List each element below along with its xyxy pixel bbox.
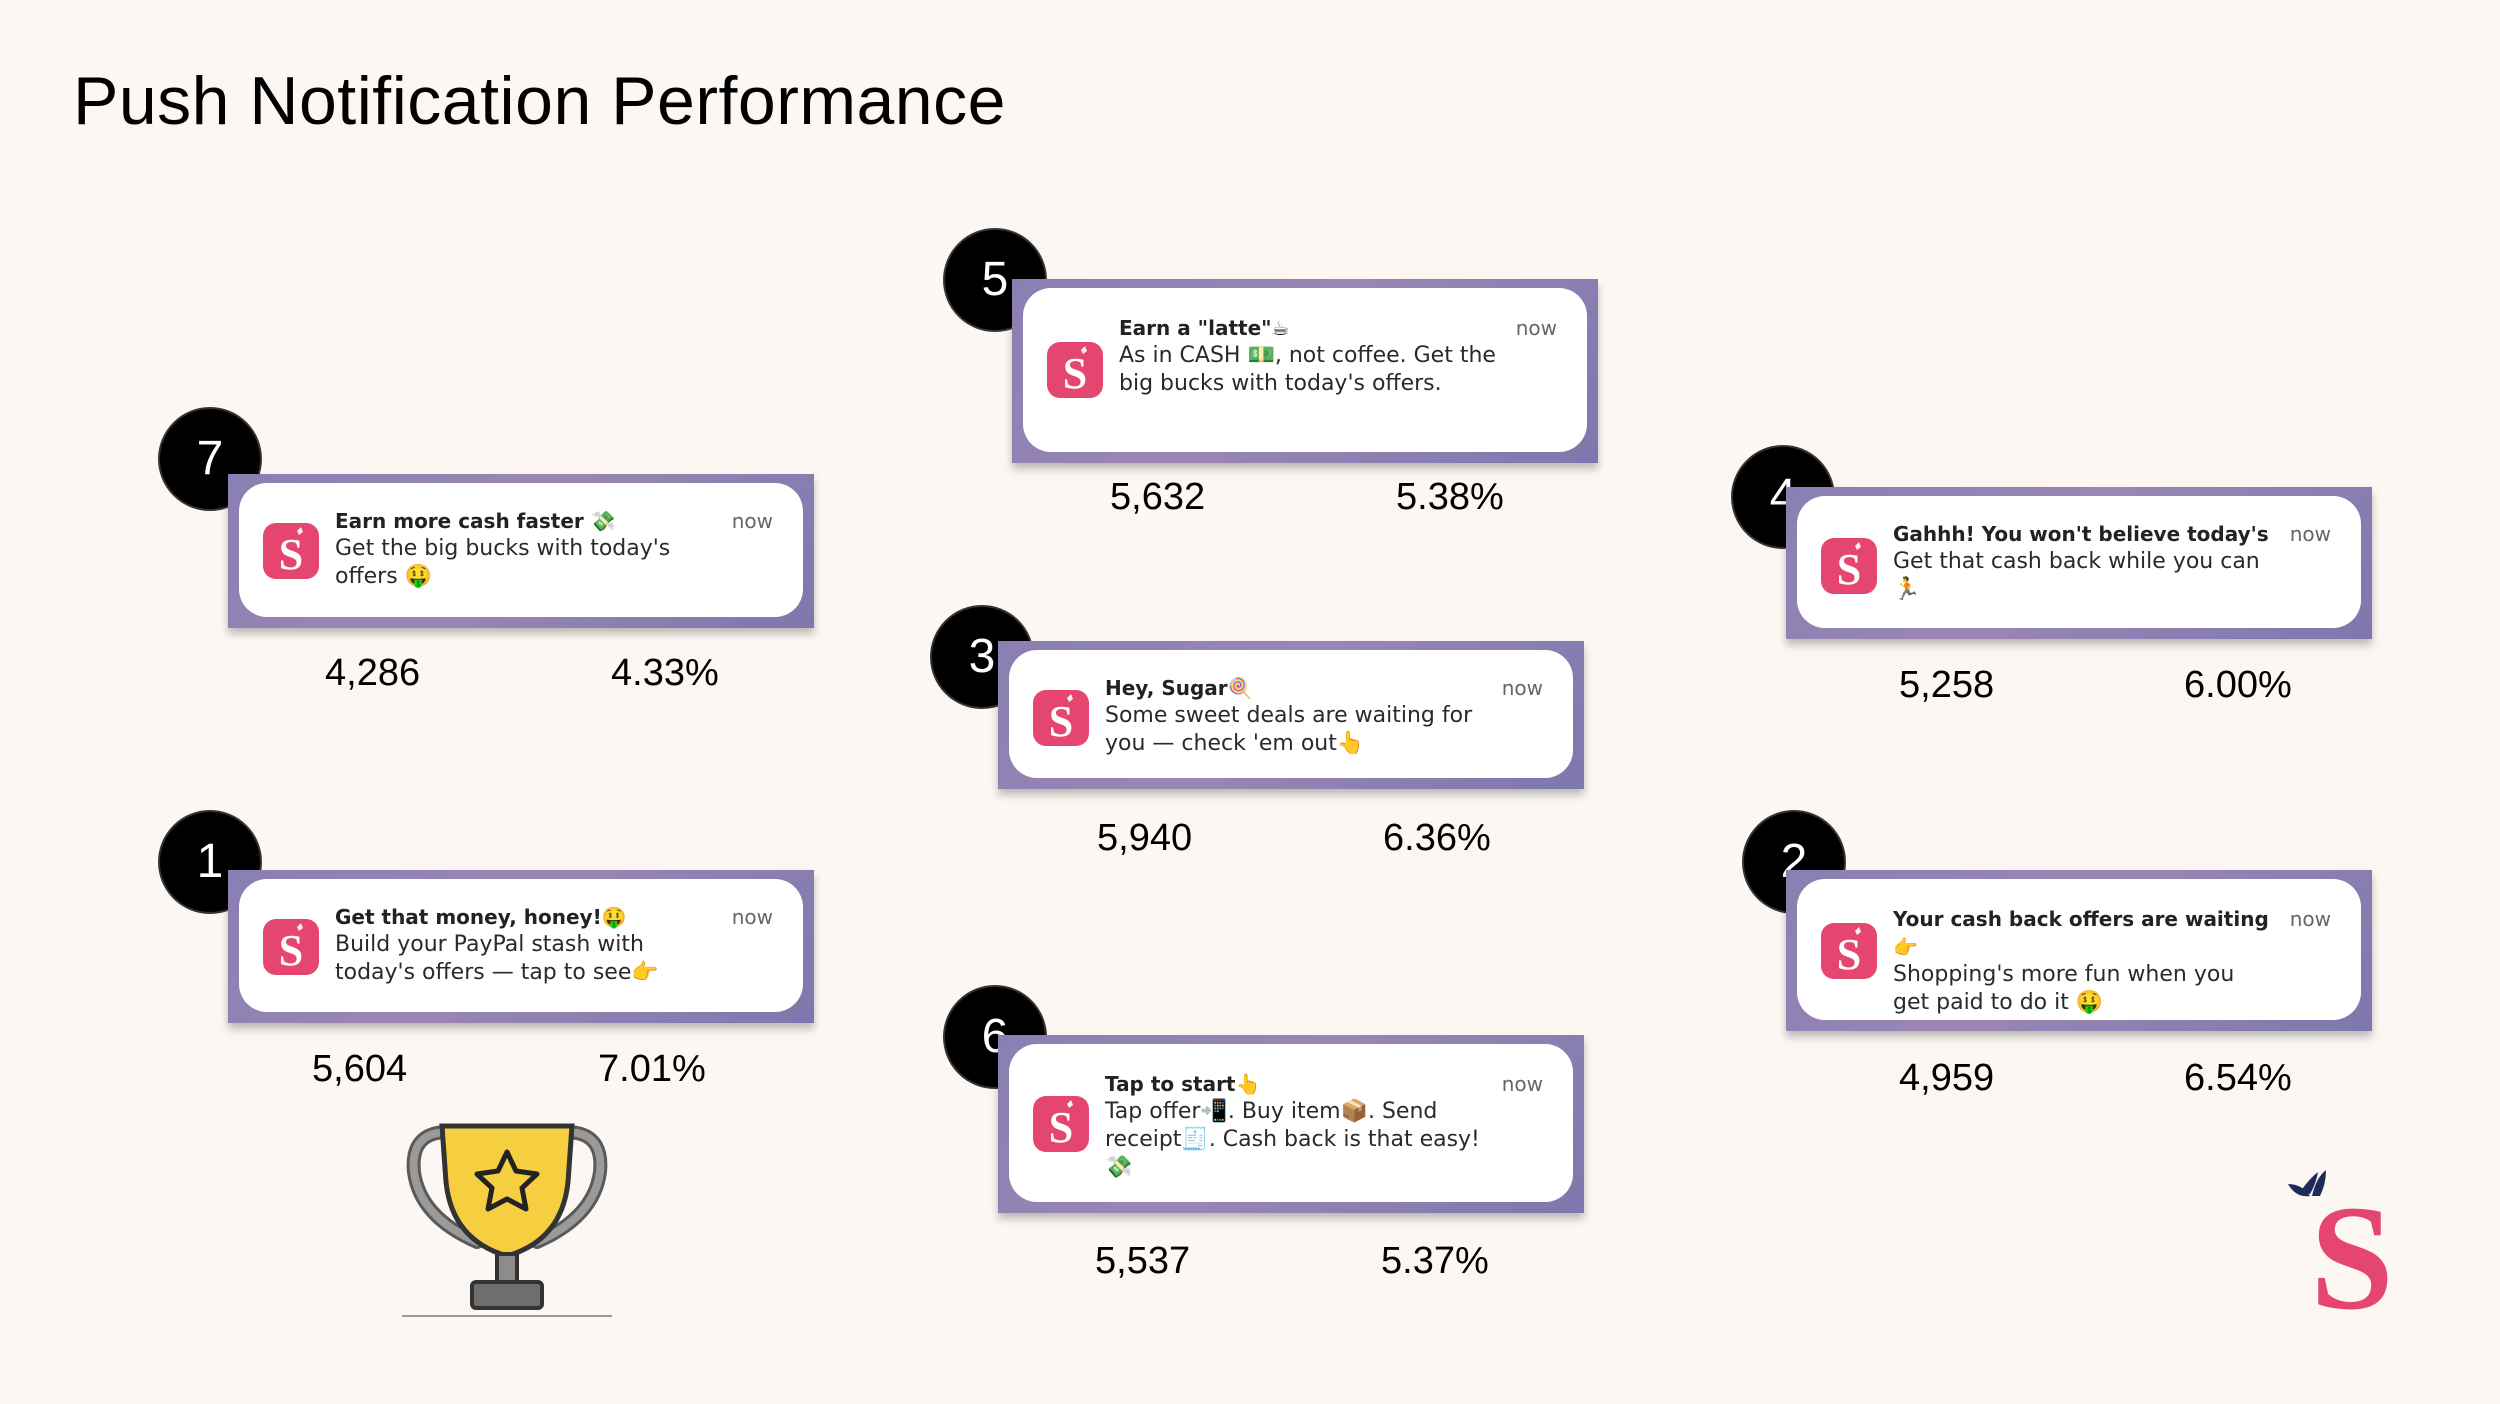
notification-time: now <box>2289 522 2331 546</box>
notification-title: Gahhh! You won't believe today's d... <box>1893 522 2271 546</box>
notification-title: Hey, Sugar🍭 <box>1105 676 1253 700</box>
notification-title: Your cash back offers are waiting👉 <box>1893 907 2269 959</box>
notification-title: Earn a "latte"☕ <box>1119 316 1290 340</box>
click-rate-5: 5.38% <box>1396 476 1504 518</box>
sends-count-5: 5,632 <box>1110 476 1206 518</box>
notification-card-4: S Gahhh! You won't believe today's d... … <box>1786 487 2372 639</box>
app-icon: S <box>263 919 319 975</box>
notification-card-3: S Hey, Sugar🍭 Some sweet deals are waiti… <box>998 641 1584 789</box>
page-title: Push Notification Performance <box>73 63 1006 139</box>
svg-text:S: S <box>279 530 303 579</box>
notification-body: Tap offer📲. Buy item📦. Send receipt🧾. Ca… <box>1105 1099 1480 1180</box>
sends-count-4: 5,258 <box>1899 664 1995 706</box>
app-icon: S <box>263 523 319 579</box>
click-rate-1: 7.01% <box>598 1048 706 1090</box>
svg-text:S: S <box>1837 545 1861 594</box>
svg-text:S: S <box>2310 1175 2393 1312</box>
rank-badge-7: 7 <box>158 407 262 511</box>
notification-card-6: S Tap to start👆 Tap offer📲. Buy item📦. S… <box>998 1035 1584 1213</box>
notification-card-1: S Get that money, honey!🤑 Build your Pay… <box>228 870 814 1023</box>
notification-time: now <box>2289 907 2331 931</box>
sends-count-6: 5,537 <box>1095 1240 1191 1282</box>
svg-text:S: S <box>279 926 303 975</box>
notification-card-2: S Your cash back offers are waiting👉 Sho… <box>1786 870 2372 1031</box>
click-rate-7: 4.33% <box>611 652 719 694</box>
notification-time: now <box>731 509 773 533</box>
notification-body: Get that cash back while you can 🏃 <box>1893 549 2260 602</box>
rank-badge-3: 3 <box>930 605 1034 709</box>
notification-time: now <box>731 905 773 929</box>
notification-card-7: S Earn more cash faster 💸 Get the big bu… <box>228 474 814 628</box>
click-rate-4: 6.00% <box>2184 664 2292 706</box>
notification-body: Build your PayPal stash with today's off… <box>335 932 659 985</box>
click-rate-2: 6.54% <box>2184 1057 2292 1099</box>
app-icon: S <box>1033 1096 1089 1152</box>
app-icon: S <box>1821 538 1877 594</box>
notification-body: As in CASH 💵, not coffee. Get the big bu… <box>1119 343 1496 396</box>
app-icon: S <box>1033 690 1089 746</box>
notification-title: Earn more cash faster 💸 <box>335 509 616 533</box>
notification-time: now <box>1501 676 1543 700</box>
svg-text:S: S <box>1049 1103 1073 1152</box>
app-icon: S <box>1047 342 1103 398</box>
notification-body: Shopping's more fun when you get paid to… <box>1893 962 2235 1015</box>
svg-text:S: S <box>1049 697 1073 746</box>
notification-body: Get the big bucks with today's offers 🤑 <box>335 536 671 589</box>
trophy-icon <box>402 1122 612 1318</box>
sends-count-7: 4,286 <box>325 652 421 694</box>
app-icon: S <box>1821 923 1877 979</box>
notification-card-5: S Earn a "latte"☕ As in CASH 💵, not coff… <box>1012 279 1598 463</box>
brand-logo-s-icon: S <box>2280 1162 2416 1341</box>
notification-time: now <box>1515 316 1557 340</box>
sends-count-2: 4,959 <box>1899 1057 1995 1099</box>
svg-text:S: S <box>1837 930 1861 979</box>
notification-body: Some sweet deals are waiting for you — c… <box>1105 703 1473 756</box>
click-rate-3: 6.36% <box>1383 817 1491 859</box>
click-rate-6: 5.37% <box>1381 1240 1489 1282</box>
notification-title: Get that money, honey!🤑 <box>335 905 627 929</box>
sends-count-3: 5,940 <box>1097 817 1193 859</box>
sends-count-1: 5,604 <box>312 1048 408 1090</box>
svg-text:S: S <box>1063 349 1087 398</box>
notification-title: Tap to start👆 <box>1105 1072 1261 1096</box>
notification-time: now <box>1501 1072 1543 1096</box>
